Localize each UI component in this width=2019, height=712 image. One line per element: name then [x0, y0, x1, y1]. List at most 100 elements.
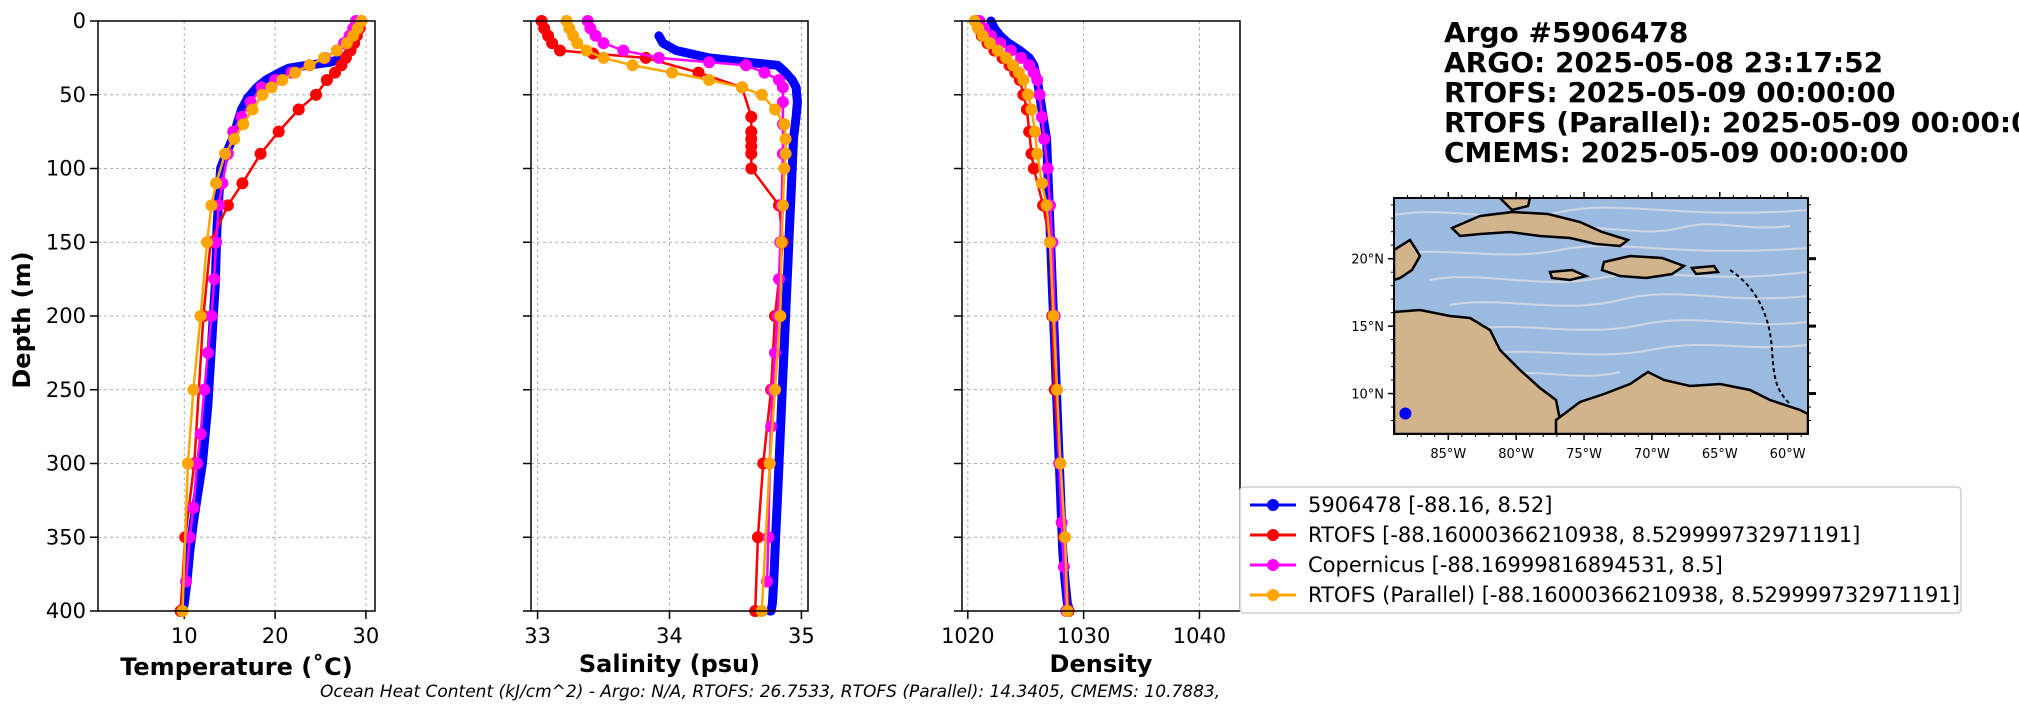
data-point: [745, 147, 758, 160]
legend-label: RTOFS (Parallel) [-88.16000366210938, 8.…: [1308, 583, 1960, 607]
data-point: [580, 44, 593, 57]
map-lon-label: 85°W: [1430, 447, 1466, 462]
data-point: [762, 531, 775, 544]
y-tick-label: 0: [73, 9, 86, 33]
legend-label: RTOFS [-88.16000366210938, 8.52999973297…: [1308, 523, 1860, 547]
data-point: [191, 457, 203, 470]
data-point: [1051, 383, 1063, 396]
map-lesser-antilles: [1729, 269, 1791, 405]
map-land-south-america: [1554, 370, 1808, 434]
data-point: [758, 66, 771, 79]
temperature-profile-panel: 0 50 100 150 200 250 300 350 400 10 20 30Temperatur…: [46, 9, 379, 681]
legend: 5906478 [-88.16, 8.52] RTOFS [-88.1600036…: [1239, 486, 1962, 614]
data-point: [546, 37, 559, 50]
title-line-argo-id: Argo #5906478: [1444, 16, 1688, 49]
salinity-profile-panel: 33 34 35 Salinity (psu): [523, 15, 815, 678]
data-point: [1041, 162, 1054, 175]
data-point: [776, 96, 789, 109]
data-point: [1040, 199, 1053, 212]
data-point: [778, 162, 791, 175]
data-point: [256, 88, 269, 101]
title-line-cmems-time: CMEMS: 2025-05-09 00:00:00: [1444, 136, 1909, 169]
data-point: [254, 147, 267, 160]
series-line: [540, 19, 785, 613]
data-point: [180, 575, 193, 588]
data-point: [755, 88, 768, 101]
data-point: [205, 310, 218, 322]
x-tick-label: 34: [656, 624, 683, 648]
data-point: [776, 199, 789, 212]
legend-entry-copernicus: Copernicus [-88.16999816894531, 8.5]: [1250, 553, 1723, 577]
data-point: [666, 66, 679, 79]
series-line: [181, 19, 363, 613]
data-point: [617, 44, 630, 57]
x-tick-label: 1020: [941, 624, 994, 648]
data-point: [1025, 103, 1038, 116]
data-point: [779, 133, 792, 145]
y-tick-label: 100: [46, 157, 86, 181]
data-point: [289, 66, 302, 79]
series-line: [586, 19, 785, 583]
data-point: [303, 59, 316, 72]
data-point: [292, 103, 305, 116]
x-axis-label: Temperature (˚C): [120, 653, 353, 681]
data-point: [194, 310, 207, 322]
current-streamlines: [1394, 206, 1808, 377]
map-land-central-america: [1394, 238, 1562, 434]
title-line-argo-time: ARGO: 2025-05-08 23:17:52: [1444, 46, 1883, 79]
data-point: [246, 103, 259, 116]
x-tick-label: 20: [262, 624, 289, 648]
data-point: [991, 44, 1004, 57]
data-point: [1044, 236, 1056, 249]
data-point: [745, 162, 758, 175]
x-tick-label: 1030: [1057, 624, 1110, 648]
data-point: [228, 133, 241, 145]
data-point: [1031, 147, 1044, 160]
data-point: [201, 346, 214, 359]
location-inset-map: 85°W 80°W 75°W 70°W 65°W 60°W 20°N 15°N 10°N: [1351, 192, 1816, 462]
data-point: [1035, 177, 1048, 190]
data-point: [198, 383, 211, 396]
legend-frame: [1239, 486, 1962, 614]
legend-swatch-marker: [1267, 529, 1279, 541]
data-point: [736, 81, 748, 94]
data-point: [194, 428, 207, 440]
map-lat-label: 10°N: [1351, 388, 1384, 403]
data-point: [774, 310, 787, 322]
data-point: [187, 383, 200, 396]
title-line-rtofs-parallel-time: RTOFS (Parallel): 2025-05-09 00:00:00: [1444, 106, 2019, 139]
data-point: [745, 110, 758, 123]
data-point: [205, 199, 218, 212]
y-tick-label: 150: [46, 230, 86, 254]
axes-frame: [97, 20, 376, 612]
data-point: [778, 118, 791, 131]
y-tick-label: 50: [59, 83, 86, 107]
data-point: [181, 457, 194, 470]
data-point: [236, 177, 249, 190]
data-point: [219, 147, 232, 160]
data-point: [1054, 457, 1067, 470]
series-rtofs-parallel: [968, 15, 1074, 617]
map-lon-label: 60°W: [1770, 447, 1806, 462]
data-point: [276, 74, 289, 86]
legend-swatch-marker: [1267, 559, 1279, 571]
data-point: [703, 74, 716, 86]
map-lon-label: 75°W: [1566, 447, 1602, 462]
data-point: [318, 51, 331, 64]
data-point: [775, 236, 788, 249]
map-land-cuba: [1449, 210, 1631, 248]
data-point: [310, 88, 322, 101]
ocean-heat-content-footnote: Ocean Heat Content (kJ/cm^2) - Argo: N/A…: [320, 682, 1220, 702]
map-land-hispaniola: [1600, 254, 1687, 280]
y-tick-label: 350: [46, 525, 86, 549]
data-point: [571, 37, 584, 50]
x-tick-label: 33: [524, 624, 551, 648]
x-tick-label: 35: [788, 624, 815, 648]
map-land-jamaica: [1548, 268, 1590, 282]
y-tick-label: 400: [46, 599, 86, 623]
data-point: [1055, 516, 1068, 529]
data-point: [340, 37, 353, 50]
data-point: [201, 236, 213, 249]
map-land-florida: [1498, 198, 1532, 212]
